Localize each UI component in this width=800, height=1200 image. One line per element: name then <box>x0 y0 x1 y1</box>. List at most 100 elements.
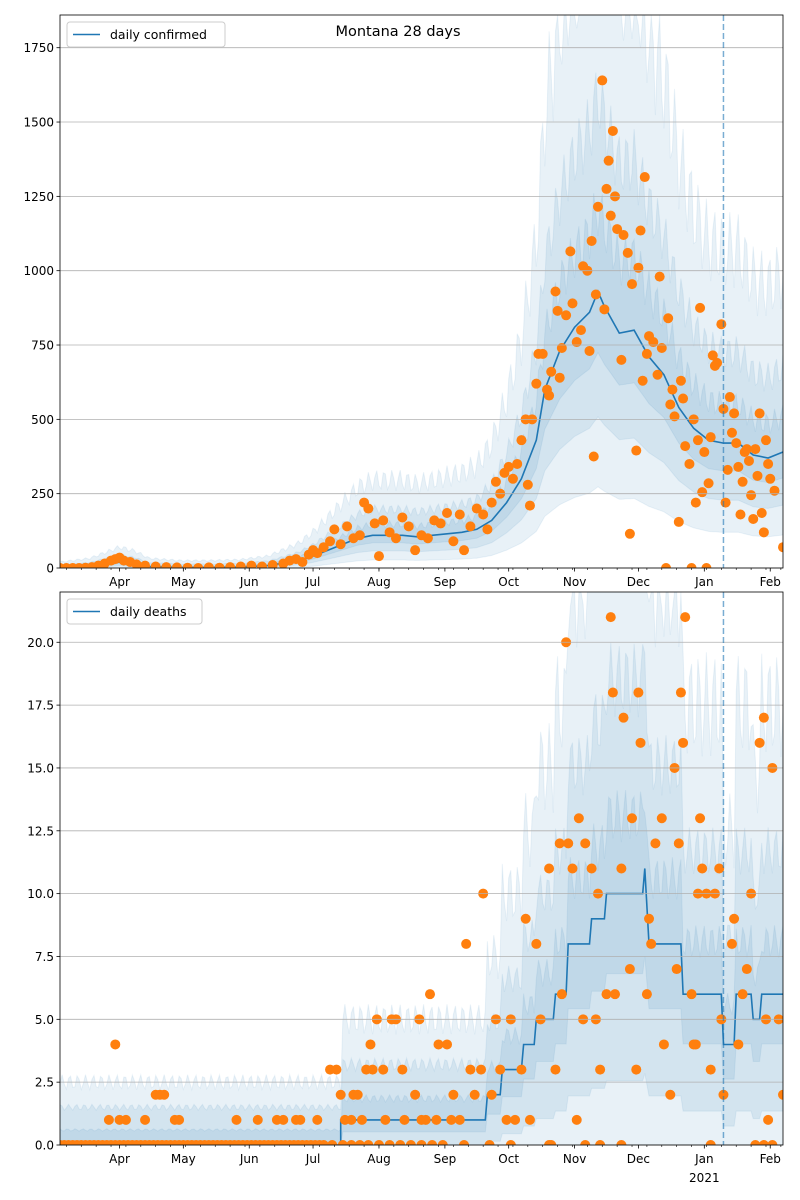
deaths-data-point <box>365 1039 376 1050</box>
confirmed-data-point <box>743 455 754 466</box>
confirmed-data-point <box>729 408 740 419</box>
deaths-data-point <box>363 1140 374 1145</box>
confirmed-data-point <box>765 473 776 484</box>
deaths-data-point <box>442 1039 453 1050</box>
deaths-data-point <box>354 1140 365 1145</box>
confirmed-data-point <box>665 399 676 410</box>
confirmed-data-point <box>673 516 684 527</box>
confirmed-data-point <box>624 528 635 539</box>
confirmed-data-point <box>612 224 623 235</box>
deaths-data-point <box>454 1114 465 1125</box>
deaths-axes: 0.0 2.5 5.0 7.5 10.0 12.5 15.0 17.5 20.0 Apr May Ju… <box>27 591 784 1185</box>
confirmed-data-point <box>701 563 712 568</box>
y-tick-label: 1250 <box>23 190 54 204</box>
deaths-data-point <box>397 1064 408 1075</box>
confirmed-data-point <box>512 458 523 469</box>
confirmed-data-point <box>550 286 561 297</box>
confirmed-data-point <box>486 497 497 508</box>
deaths-band-outer <box>60 592 783 1145</box>
deaths-data-point <box>673 838 684 849</box>
deaths-data-point <box>580 838 591 849</box>
deaths-data-point <box>758 1140 769 1145</box>
confirmed-data-point <box>690 497 701 508</box>
confirmed-data-point <box>561 310 572 321</box>
x-tick-label: Jan <box>694 575 714 589</box>
legend-label: daily confirmed <box>110 27 207 42</box>
x-tick-label: Jul <box>305 575 320 589</box>
y-tick-label: 20.0 <box>27 636 54 650</box>
y-tick-label: 0.0 <box>35 1139 54 1153</box>
confirmed-data-point <box>663 313 674 324</box>
y-tick-label: 500 <box>31 413 54 427</box>
confirmed-data-point <box>584 345 595 356</box>
deaths-data-point <box>495 1064 506 1075</box>
confirmed-data-point <box>669 411 680 422</box>
y-tick-label: 1500 <box>23 116 54 130</box>
confirmed-data-point <box>750 444 761 455</box>
confirmed-data-point <box>618 230 629 241</box>
deaths-data-point <box>433 1039 444 1050</box>
deaths-data-point <box>469 1089 480 1100</box>
deaths-data-point <box>427 1140 438 1145</box>
x-tick-label: Nov <box>563 1152 586 1166</box>
deaths-data-point <box>335 1089 346 1100</box>
confirmed-data-point <box>616 354 627 365</box>
confirmed-data-point <box>737 476 748 487</box>
chart-title: Montana 28 days <box>335 24 460 40</box>
x-tick-label: Jun <box>239 1152 259 1166</box>
confirmed-data-point <box>705 432 716 443</box>
confirmed-data-point <box>150 561 161 568</box>
deaths-data-point <box>690 1039 701 1050</box>
deaths-data-point <box>680 612 691 623</box>
deaths-data-point <box>103 1114 114 1125</box>
confirmed-data-point <box>335 539 346 550</box>
deaths-data-point <box>395 1140 406 1145</box>
x-tick-label: May <box>171 575 196 589</box>
confirmed-data-point <box>648 337 659 348</box>
confirmed-data-point <box>575 325 586 336</box>
confirmed-axes: 0 250 500 750 1000 1250 1500 1750 Apr May Jun Jul Au… <box>23 14 784 589</box>
deaths-data-point <box>312 1114 323 1125</box>
confirmed-data-point <box>692 435 703 446</box>
confirmed-data-point <box>699 447 710 458</box>
deaths-data-point <box>767 1140 778 1145</box>
deaths-data-point <box>346 1140 357 1145</box>
confirmed-data-point <box>631 445 642 456</box>
y-tick-label: 0 <box>46 562 54 576</box>
deaths-data-point <box>695 813 706 824</box>
deaths-data-point <box>741 964 752 975</box>
confirmed-data-point <box>410 545 421 556</box>
confirmed-data-point <box>639 172 650 183</box>
deaths-data-point <box>459 1140 470 1145</box>
deaths-data-point <box>714 863 725 874</box>
deaths-data-point <box>448 1089 459 1100</box>
confirmed-data-point <box>748 513 759 524</box>
confirmed-data-point <box>556 342 567 353</box>
deaths-data-point <box>352 1089 363 1100</box>
deaths-data-point <box>763 1114 774 1125</box>
confirmed-data-point <box>760 435 771 446</box>
deaths-data-point <box>567 863 578 874</box>
confirmed-data-point <box>131 559 142 568</box>
deaths-plot-area <box>60 592 783 1145</box>
deaths-data-point <box>729 913 740 924</box>
deaths-data-point <box>425 989 436 1000</box>
confirmed-data-point <box>652 369 663 380</box>
deaths-data-point <box>737 989 748 1000</box>
deaths-data-point <box>646 938 657 949</box>
confirmed-data-point <box>656 342 667 353</box>
y-tick-label: 12.5 <box>27 824 54 838</box>
deaths-series-line <box>60 868 783 1145</box>
x-tick-label: Oct <box>498 1152 519 1166</box>
deaths-data-point <box>378 1064 389 1075</box>
deaths-data-point <box>544 863 555 874</box>
deaths-data-point <box>556 989 567 1000</box>
confirmed-data-point <box>554 372 565 383</box>
confirmed-data-point <box>465 521 476 532</box>
deaths-data-point <box>327 1140 338 1145</box>
confirmed-data-point <box>378 515 389 526</box>
deaths-data-point <box>697 863 708 874</box>
confirmed-data-point <box>720 497 731 508</box>
x-year-label: 2021 <box>689 1171 720 1185</box>
x-tick-label: Sep <box>434 575 457 589</box>
